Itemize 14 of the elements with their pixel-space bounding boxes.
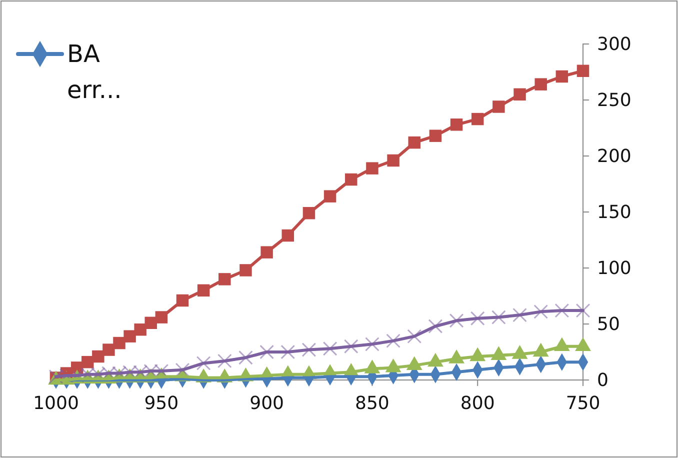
legend-label: BA err...: [67, 40, 122, 104]
x-tick-label: 1000: [33, 392, 79, 414]
y-tick-label: 0: [597, 370, 608, 391]
y-tick-label: 150: [597, 202, 632, 223]
y-tick-label: 100: [597, 258, 632, 279]
y-tick-label: 300: [597, 34, 632, 55]
x-tick-label: 950: [144, 392, 179, 414]
y-tick-label: 250: [597, 90, 632, 111]
x-tick-label: 900: [250, 392, 284, 414]
x-tick-label: 750: [566, 392, 600, 414]
x-tick-label: 800: [460, 392, 495, 414]
y-tick-label: 200: [597, 146, 632, 167]
x-tick-label: 850: [355, 392, 390, 414]
y-tick-label: 50: [597, 314, 620, 335]
